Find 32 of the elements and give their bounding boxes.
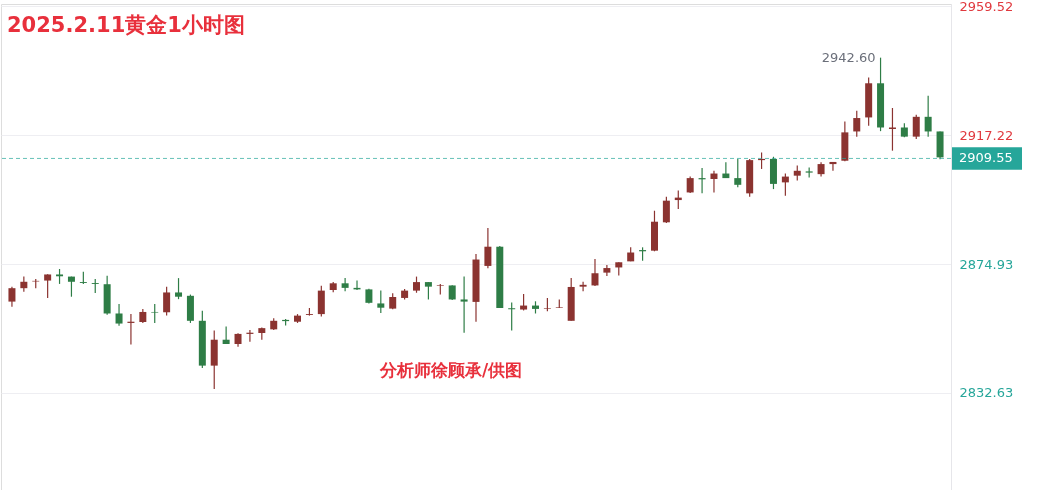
candlestick <box>151 303 159 324</box>
candlestick <box>163 286 171 317</box>
candlestick <box>341 277 349 292</box>
candlestick <box>734 158 742 188</box>
y-tick-label: 2832.63 <box>959 385 1014 401</box>
candlestick <box>888 107 896 152</box>
candlestick <box>924 95 932 138</box>
candlestick <box>484 227 492 269</box>
candlestick <box>829 161 837 172</box>
y-tick-label: 2874.93 <box>959 256 1014 272</box>
candlestick <box>591 258 599 287</box>
candlestick <box>377 290 385 314</box>
candlestick <box>222 326 230 345</box>
candlestick <box>508 301 516 332</box>
candlestick <box>912 114 920 140</box>
y-tick-label: 2959.52 <box>959 0 1014 14</box>
candlestick <box>853 110 861 138</box>
candlestick <box>317 285 325 318</box>
candlestick <box>8 286 16 308</box>
annotation: 2942.60 <box>821 49 876 65</box>
candlestick <box>662 196 670 224</box>
ref-line-label: 2909.55 <box>959 150 1013 166</box>
candlestick <box>710 170 718 194</box>
candlestick <box>460 275 468 334</box>
candlestick <box>115 303 123 327</box>
y-tick-label: 2917.22 <box>959 127 1014 143</box>
candlestick <box>175 277 183 300</box>
candlestick <box>579 281 587 292</box>
candlestick <box>603 264 611 277</box>
chart-title: 2025.2.11黄金1小时图 <box>7 13 245 37</box>
candlestick <box>44 273 52 299</box>
annotation: 分析师徐顾承/供图 <box>378 360 523 380</box>
